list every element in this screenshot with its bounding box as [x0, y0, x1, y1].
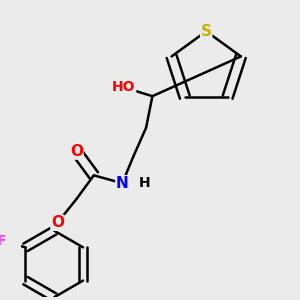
Text: F: F: [0, 234, 7, 248]
Text: S: S: [201, 24, 212, 39]
Text: N: N: [116, 176, 129, 191]
Text: O: O: [70, 144, 83, 159]
Text: H: H: [139, 176, 150, 190]
Text: O: O: [51, 215, 64, 230]
Text: HO: HO: [112, 80, 136, 94]
